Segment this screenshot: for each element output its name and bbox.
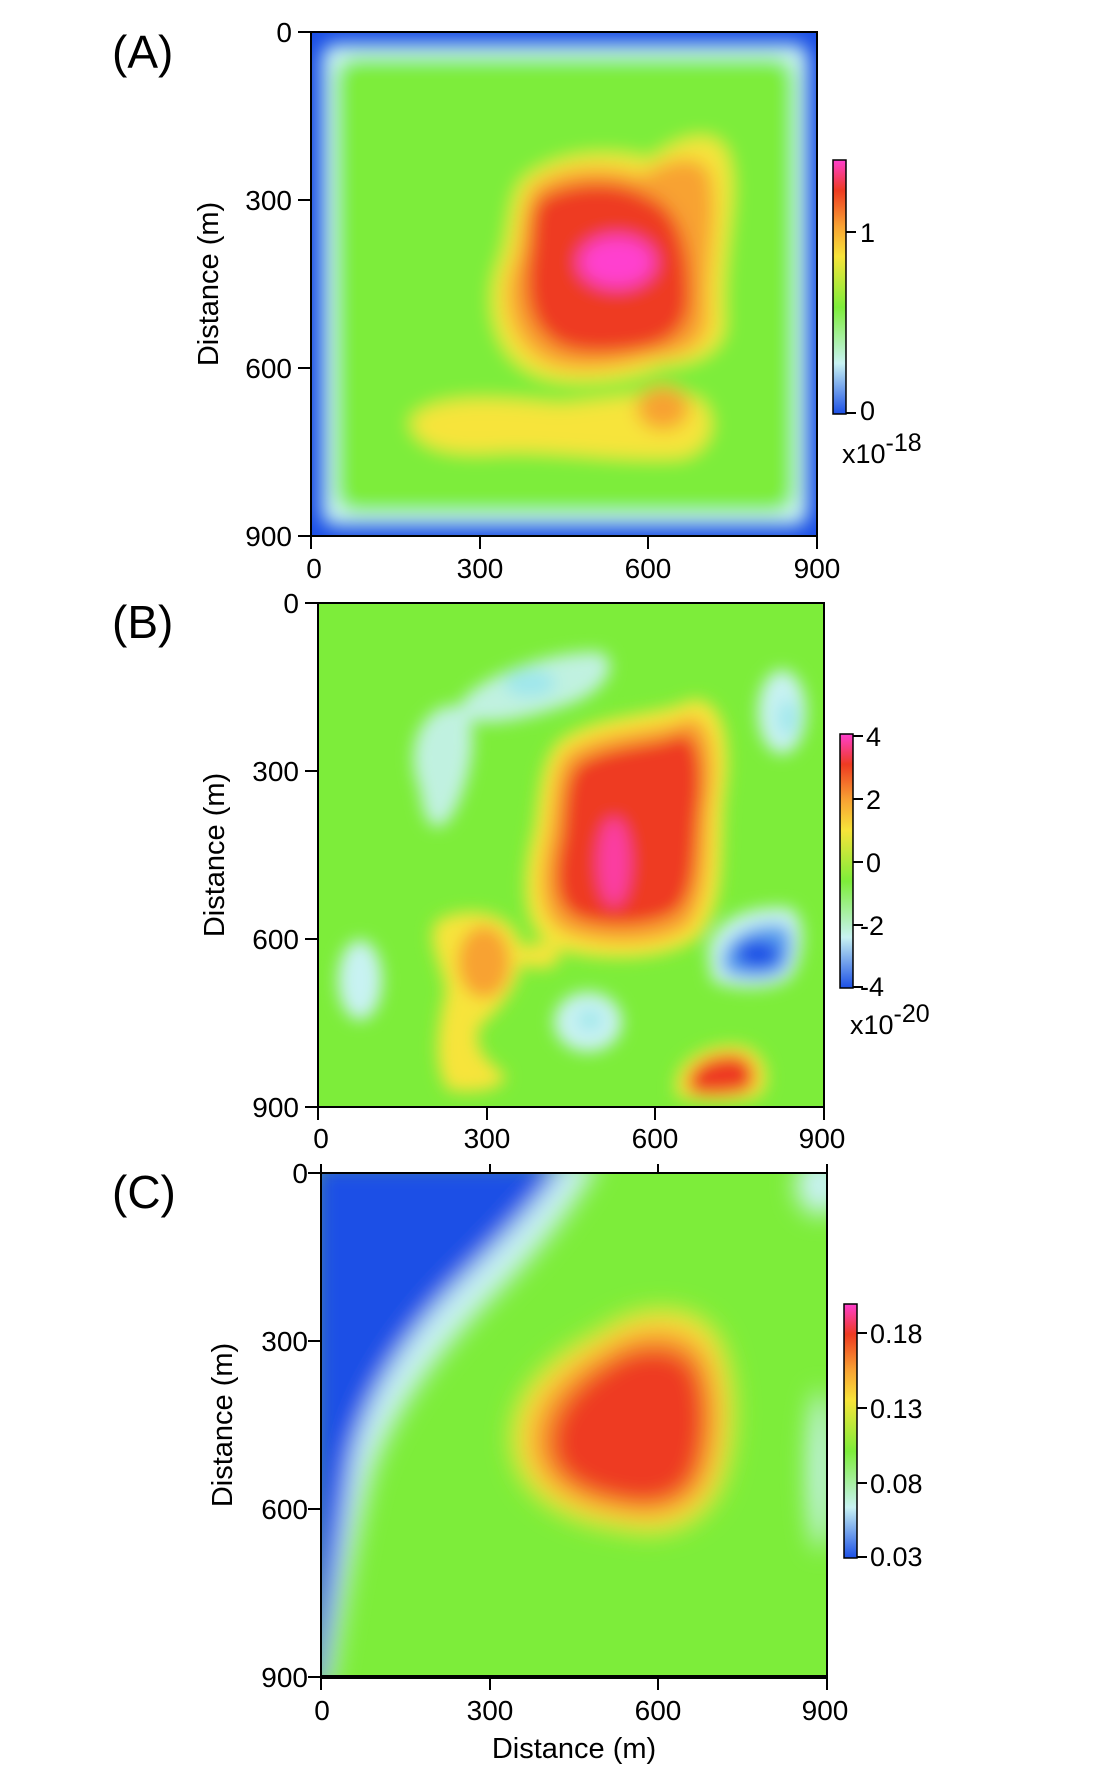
y-axis-title: Distance (m) xyxy=(193,202,225,366)
y-tick-label: 900 xyxy=(245,521,292,552)
panel-c-x-axis: 0 300 600 900 Distance (m) xyxy=(314,1677,848,1765)
heatmap-cell xyxy=(637,386,689,430)
panel-b-label: (B) xyxy=(112,596,173,648)
y-tick-label: 300 xyxy=(261,1326,308,1357)
colorbar-tick-label: 0 xyxy=(860,396,875,426)
y-axis-title: Distance (m) xyxy=(199,773,231,937)
panel-a-y-axis: 0 300 600 900 Distance (m) xyxy=(193,17,311,552)
panel-b-colorbar: 4 2 0 -2 -4 x10-20 xyxy=(839,722,930,1040)
colorbar-gradient xyxy=(832,159,847,415)
y-tick-label: 600 xyxy=(252,924,299,955)
panel-b-frame xyxy=(317,602,825,1108)
heatmap-cell xyxy=(778,700,798,736)
colorbar-tick-label: 1 xyxy=(860,218,875,248)
x-tick-label: 900 xyxy=(794,553,841,584)
heatmap-cell xyxy=(410,393,711,459)
x-tick-label: 0 xyxy=(314,1695,330,1726)
panel-c-colorbar: 0.18 0.13 0.08 0.03 xyxy=(843,1303,923,1572)
panel-c-heatmap xyxy=(321,1173,827,1677)
y-axis-title: Distance (m) xyxy=(207,1343,239,1507)
heatmap-cell xyxy=(458,926,510,998)
panel-b: (B) xyxy=(112,588,930,1154)
heatmap-cell xyxy=(549,1347,706,1505)
panel-a-x-axis: 0 300 600 900 xyxy=(306,536,840,584)
x-tick-label: 0 xyxy=(313,1123,329,1154)
colorbar-tick-label: -2 xyxy=(860,911,884,941)
x-tick-label: 300 xyxy=(467,1695,514,1726)
y-tick-label: 0 xyxy=(276,17,292,48)
colorbar-tick-label: 4 xyxy=(866,722,881,752)
colorbar-tick-label: 2 xyxy=(866,785,881,815)
heatmap-cell xyxy=(736,940,780,968)
colorbar-tick-label: 0.03 xyxy=(870,1542,923,1572)
y-tick-label: 600 xyxy=(261,1494,308,1525)
heatmap-cell xyxy=(808,1390,827,1550)
x-axis-title: Distance (m) xyxy=(492,1733,656,1765)
panel-b-heatmap xyxy=(318,603,824,1107)
y-tick-label: 0 xyxy=(283,588,299,619)
colorbar-tick-label: -4 xyxy=(860,972,884,1002)
colorbar-multiplier-base: x10 xyxy=(850,1010,894,1040)
heatmap-cell xyxy=(688,1055,755,1095)
heatmap-cell xyxy=(598,818,630,906)
x-tick-label: 900 xyxy=(799,1123,846,1154)
panel-b-y-axis: 0 300 600 900 Distance (m) xyxy=(199,588,318,1123)
heatmap-cell xyxy=(321,1173,557,1677)
panel-c: (C) 0 300 xyxy=(112,1158,923,1765)
colorbar-multiplier: x10-20 xyxy=(850,1000,930,1040)
heatmap-cell xyxy=(504,669,556,697)
colorbar-multiplier-base: x10 xyxy=(842,439,886,469)
x-tick-label: 600 xyxy=(635,1695,682,1726)
y-tick-label: 600 xyxy=(245,353,292,384)
y-tick-label: 300 xyxy=(245,185,292,216)
x-tick-label: 0 xyxy=(306,553,322,584)
panel-a-heatmap xyxy=(311,32,817,536)
panel-c-y-axis: 0 300 600 900 Distance (m) xyxy=(207,1158,321,1693)
heatmap-cell xyxy=(520,943,560,969)
x-tick-label: 900 xyxy=(802,1695,849,1726)
x-tick-label: 300 xyxy=(457,553,504,584)
panel-a-colorbar: 1 0 x10-18 xyxy=(832,159,922,469)
colorbar-multiplier-exponent: -20 xyxy=(894,1000,930,1028)
panel-c-top-ticks xyxy=(320,1164,828,1173)
x-tick-label: 300 xyxy=(464,1123,511,1154)
y-tick-label: 900 xyxy=(261,1662,308,1693)
heatmap-cell xyxy=(579,236,655,288)
panel-a: (A) 0 300 600 900 Dist xyxy=(112,17,922,584)
heatmap-cell xyxy=(556,734,701,925)
colorbar-tick-label: 0 xyxy=(866,848,881,878)
colorbar-gradient xyxy=(843,1303,858,1559)
x-tick-label: 600 xyxy=(632,1123,679,1154)
panel-b-x-axis: 0 300 600 900 xyxy=(313,1107,845,1154)
y-tick-label: 900 xyxy=(252,1092,299,1123)
panel-c-label: (C) xyxy=(112,1166,176,1218)
panel-a-label: (A) xyxy=(112,26,173,78)
y-tick-label: 0 xyxy=(292,1158,308,1189)
colorbar-multiplier-exponent: -18 xyxy=(886,429,922,457)
heatmap-cell xyxy=(578,1010,602,1030)
panel-a-frame xyxy=(310,31,818,537)
heatmap-cell xyxy=(796,1173,827,1215)
y-tick-label: 300 xyxy=(252,756,299,787)
heatmap-cell xyxy=(338,940,382,1020)
heatmap-cell xyxy=(413,705,473,828)
x-tick-label: 600 xyxy=(625,553,672,584)
colorbar-tick-label: 0.13 xyxy=(870,1394,923,1424)
colorbar-tick-label: 0.08 xyxy=(870,1469,923,1499)
colorbar-multiplier: x10-18 xyxy=(842,429,922,469)
colorbar-gradient xyxy=(839,733,854,989)
colorbar-tick-label: 0.18 xyxy=(870,1319,923,1349)
